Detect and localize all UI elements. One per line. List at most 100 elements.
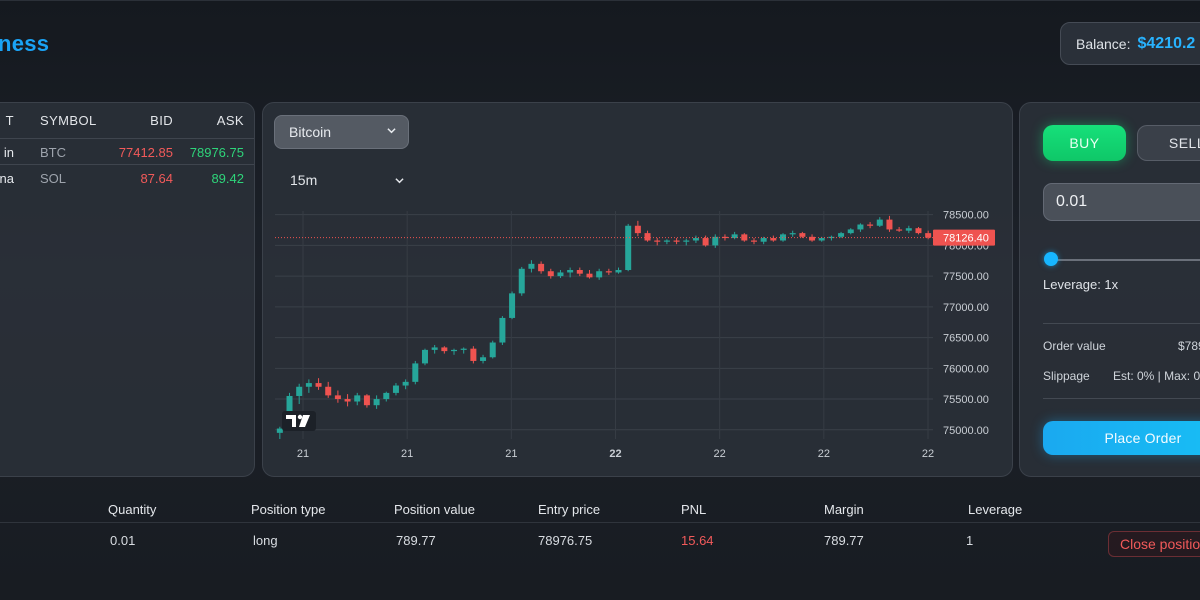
candle [741,234,748,241]
header-name: T [5,113,14,128]
current-price-badge [933,229,995,246]
candle [721,236,728,239]
positions-header-leverage: Leverage [968,502,1023,517]
candle [770,238,777,241]
app-title: ness [0,31,50,56]
header-ask: ASK [216,113,244,128]
candle [354,395,361,402]
price-chart[interactable]: 78500.0078000.0077500.0077000.0076500.00… [263,103,1013,477]
candle [421,349,428,364]
market-symbol: SOL [40,171,67,186]
positions-header-quantity: Quantity [108,502,157,517]
candle [412,363,419,382]
candle [276,428,283,433]
candle [470,348,477,361]
leverage-slider-handle[interactable] [1044,252,1058,266]
market-row-btc[interactable]: in BTC 77412.85 78976.75 [0,138,254,164]
y-tick-label: 77000.00 [943,302,989,314]
position-entry-price: 78976.75 [538,533,593,548]
positions-header-margin: Margin [824,502,864,517]
leverage-slider-track[interactable] [1051,259,1200,261]
candle [654,240,661,242]
leverage-label: Leverage: 1x [1043,277,1119,292]
x-tick-label: 21 [297,448,309,460]
candle [499,317,506,343]
balance-value: $4210.2 [1137,34,1196,52]
position-pnl: 15.64 [681,533,714,548]
asset-select[interactable]: Bitcoin [274,115,409,149]
position-quantity: 0.01 [110,533,136,548]
markets-panel: T SYMBOL BID ASK in BTC 77412.85 78976.7… [0,102,255,477]
candle [325,386,332,396]
market-symbol: BTC [40,145,66,160]
candle [315,383,322,387]
candle [915,228,922,234]
x-tick-label: 22 [714,448,726,460]
candle [305,383,312,387]
position-leverage: 1 [966,533,974,548]
chevron-down-icon [387,128,396,134]
candle [596,271,603,278]
candle [828,236,835,239]
market-name: in [3,145,14,160]
candle [809,236,816,241]
candle [509,293,516,318]
candle [576,269,583,274]
x-tick-label: 21 [401,448,413,460]
market-bid: 77412.85 [118,145,173,160]
y-tick-label: 75000.00 [943,425,989,437]
place-order-button[interactable]: Place Order [1043,421,1200,455]
candle [925,233,932,238]
timeframe-select[interactable]: 15m [290,172,318,188]
candle [538,263,545,272]
candle [799,233,806,237]
header-symbol: SYMBOL [40,113,97,128]
order-value: $789 [1178,339,1200,353]
candle [780,234,787,241]
candle [644,233,651,241]
sell-button[interactable]: SELL [1137,125,1200,161]
candle [634,225,641,234]
position-value: 789.77 [396,533,436,548]
balance-box: Balance: $4210.2 [1060,22,1200,65]
x-tick-label: 21 [505,448,517,460]
candle [886,219,893,230]
candle [683,240,690,242]
candle [373,399,380,406]
candle [528,263,535,269]
slippage-value: Est: 0% | Max: 0 [1113,369,1200,383]
order-value-label: Order value [1043,339,1106,353]
candle [847,229,854,234]
candle [760,238,767,242]
candle [402,381,409,386]
chevron-down-icon[interactable] [395,176,404,185]
candle [383,392,390,400]
buy-button[interactable]: BUY [1043,125,1126,161]
y-tick-label: 76500.00 [943,333,989,345]
position-type: long [253,533,278,548]
quantity-input[interactable] [1043,183,1200,221]
asset-select-value: Bitcoin [289,124,332,140]
candle [876,219,883,226]
market-row-sol[interactable]: na SOL 87.64 89.42 [0,164,254,190]
candle [451,349,458,352]
candle [344,399,351,402]
market-ask: 89.42 [211,171,244,186]
candle [392,385,399,393]
positions-divider [0,522,1200,523]
order-panel: BUY SELL Leverage: 1x Order value $789 S… [1019,102,1200,477]
candle [518,268,525,294]
candle [441,347,448,352]
candle [896,229,903,231]
y-tick-label: 75500.00 [943,394,989,406]
close-position-button[interactable]: Close position [1108,531,1200,557]
markets-header: T SYMBOL BID ASK [0,110,254,136]
candle [557,272,564,277]
candle [615,269,622,273]
candle [334,395,341,400]
candle [673,240,680,242]
candle [625,225,632,270]
candle [663,240,670,242]
candle [818,238,825,241]
candle [838,233,845,237]
